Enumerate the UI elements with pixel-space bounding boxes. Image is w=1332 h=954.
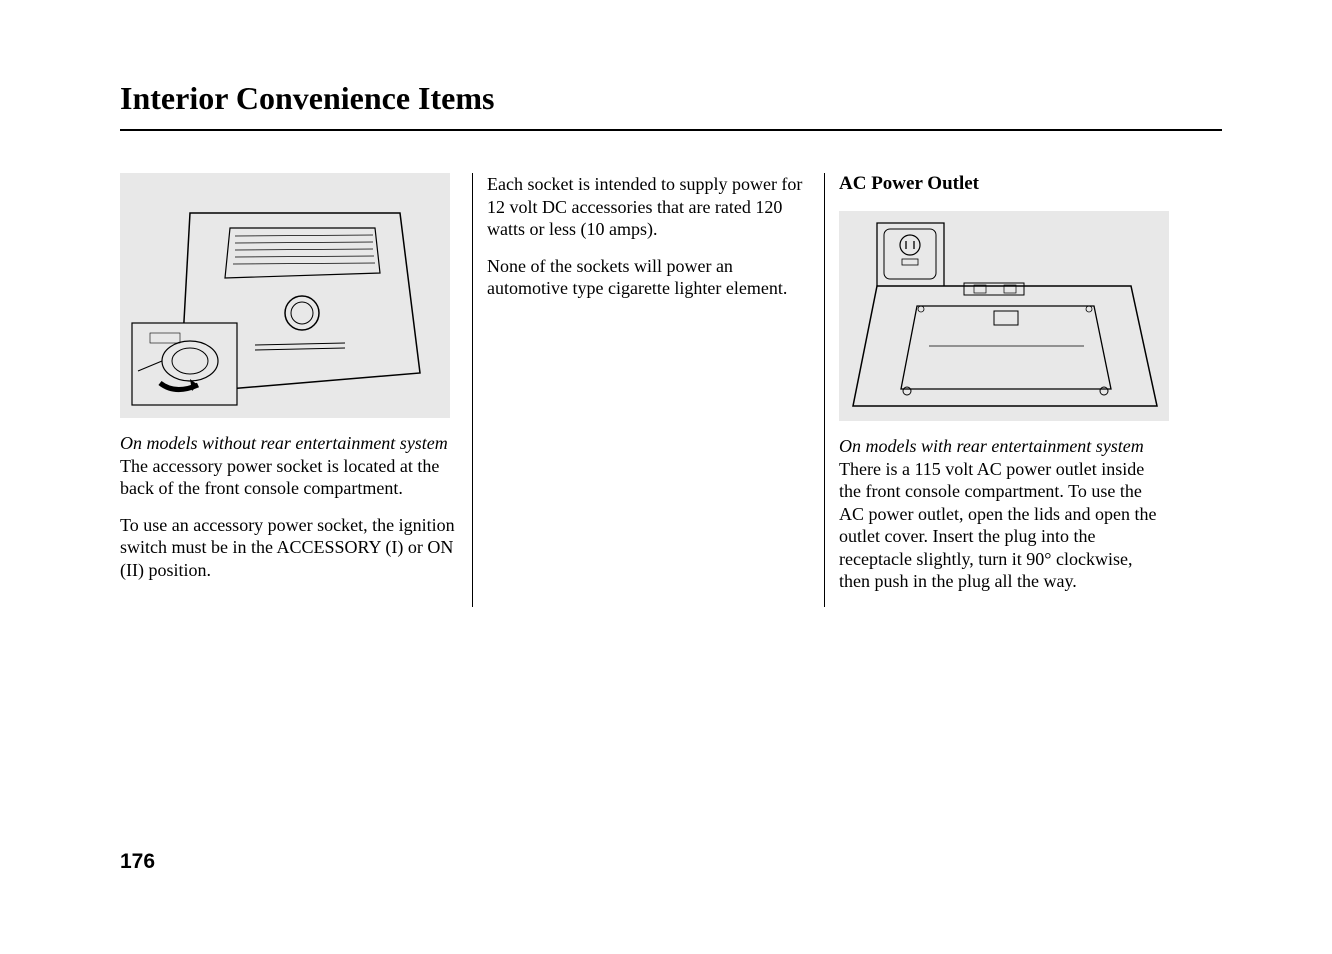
col1-note: On models without rear entertainment sys…	[120, 432, 458, 455]
column-2: Each socket is intended to supply power …	[472, 173, 824, 607]
col2-p2: None of the sockets will power an automo…	[487, 255, 810, 300]
ac-outlet-svg	[839, 211, 1169, 421]
col3-note: On models with rear entertainment system	[839, 435, 1162, 458]
page-title: Interior Convenience Items	[120, 80, 1222, 117]
col3-p1: There is a 115 volt AC power outlet insi…	[839, 458, 1162, 593]
page-number: 176	[120, 850, 155, 874]
ac-power-outlet-heading: AC Power Outlet	[839, 173, 1162, 195]
column-3: AC Power Outlet	[824, 173, 1176, 607]
power-socket-svg	[120, 173, 450, 418]
content-columns: On models without rear entertainment sys…	[120, 173, 1222, 607]
ac-outlet-illustration	[839, 211, 1169, 421]
col1-p1: The accessory power socket is located at…	[120, 455, 458, 500]
col1-p2: To use an accessory power socket, the ig…	[120, 514, 458, 582]
col2-p1: Each socket is intended to supply power …	[487, 173, 810, 241]
title-rule	[120, 129, 1222, 131]
power-socket-illustration	[120, 173, 450, 418]
column-1: On models without rear entertainment sys…	[120, 173, 472, 607]
